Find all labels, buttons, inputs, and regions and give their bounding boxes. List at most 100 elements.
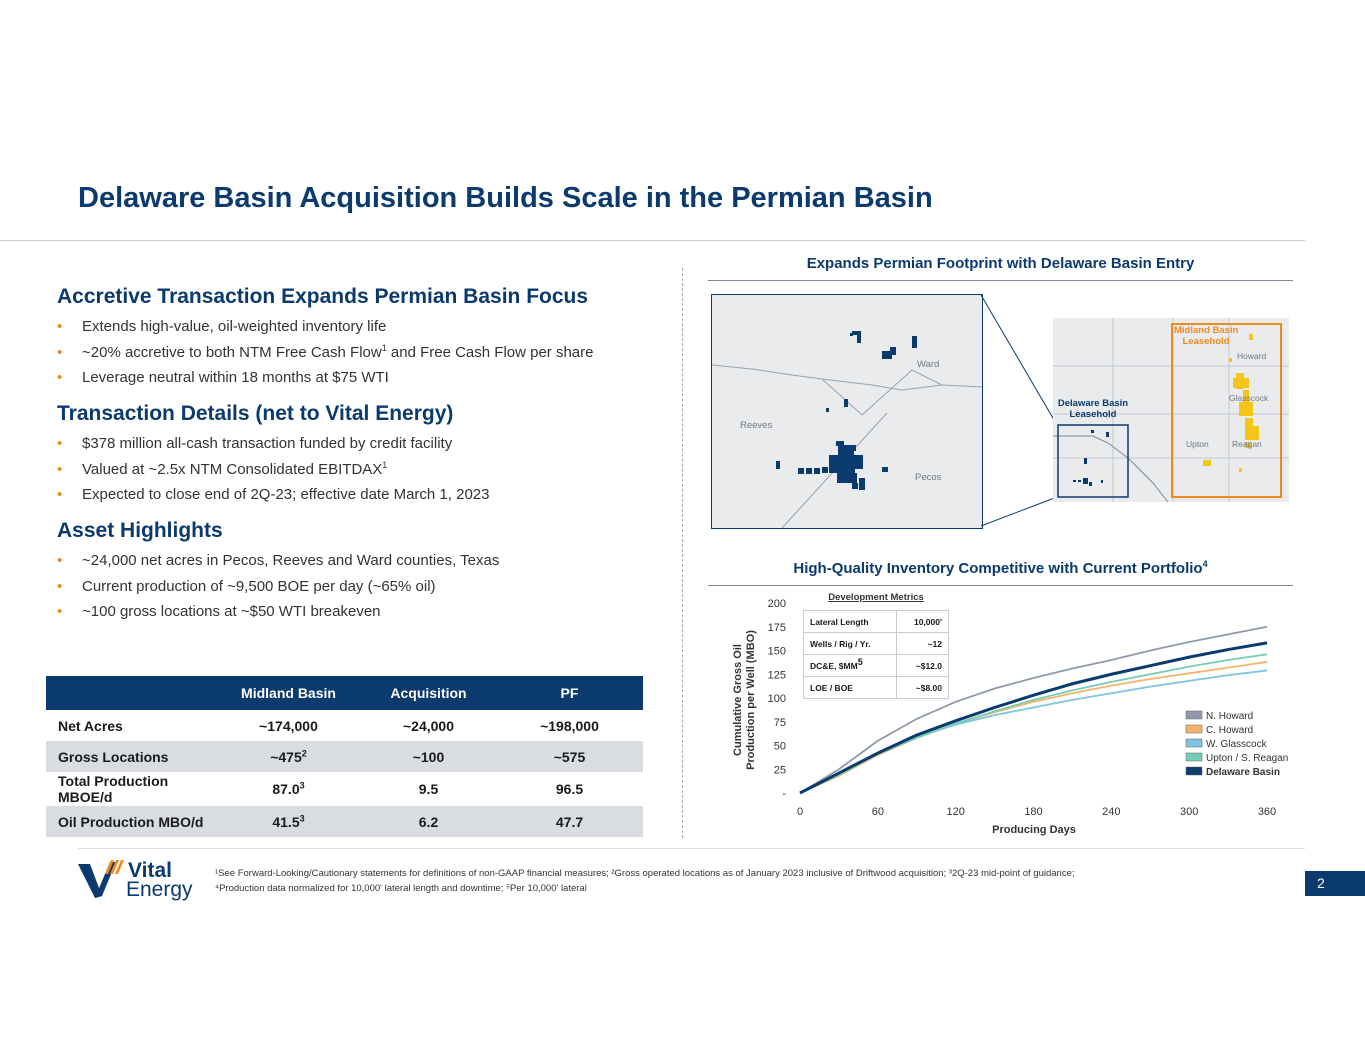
- row-label: Oil Production MBO/d: [46, 806, 216, 837]
- bullet-list: Extends high-value, oil-weighted invento…: [57, 314, 593, 391]
- table-header-row: Midland Basin Acquisition PF: [46, 676, 643, 710]
- footnotes: ¹See Forward-Looking/Cautionary statemen…: [215, 866, 1275, 896]
- chart-x-tick-label: 60: [872, 806, 884, 818]
- footer-divider: [78, 848, 1305, 849]
- metric-value: 10,000': [896, 610, 949, 633]
- metric-label: Wells / Rig / Yr.: [802, 632, 898, 655]
- column-divider: [682, 268, 683, 838]
- midland-acreage: [1203, 334, 1259, 472]
- bullet-item: Leverage neutral within 18 months at $75…: [57, 365, 593, 391]
- overview-map-svg: [1053, 318, 1289, 503]
- section-accretive: Accretive Transaction Expands Permian Ba…: [57, 285, 593, 391]
- delaware-leasehold-box: [1057, 424, 1129, 498]
- map-panel-title: Expands Permian Footprint with Delaware …: [806, 255, 1195, 272]
- dev-metrics-table: Lateral Length 10,000' Wells / Rig / Yr. ~…: [802, 610, 949, 699]
- midland-value: ~174,000: [259, 717, 318, 734]
- chart-series-line: [799, 641, 1268, 795]
- metric-value: ~$8.00: [896, 676, 949, 699]
- metric-label: Lateral Length: [802, 610, 898, 633]
- logo-word-vital: Vital: [128, 859, 172, 882]
- map-panel-rule: [708, 280, 1293, 281]
- page-title: Delaware Basin Acquisition Builds Scale …: [78, 182, 933, 214]
- pf-value: ~198,000: [540, 717, 599, 734]
- bullet-item: Current production of ~9,500 BOE per day…: [57, 574, 499, 600]
- delaware-leasehold-label: Delaware Basin Leasehold: [1057, 398, 1129, 420]
- table-row: DC&E, $MM5 ~$12.0: [802, 654, 949, 677]
- delaware-detail-map: Ward Reeves Pecos: [711, 294, 983, 529]
- table-row: LOE / BOE ~$8.00: [802, 676, 949, 699]
- legend-swatch: [1185, 710, 1203, 720]
- legend-swatch: [1185, 766, 1203, 776]
- midland-value: 41.53: [216, 806, 361, 837]
- map-label-reeves: Reeves: [740, 420, 772, 431]
- map-label-ward: Ward: [917, 359, 939, 370]
- footnote-marker: 1: [381, 342, 387, 353]
- section-heading: Accretive Transaction Expands Permian Ba…: [57, 285, 589, 308]
- detail-map-svg: Ward Reeves Pecos: [712, 331, 982, 528]
- metric-label: DC&E, $MM5: [802, 654, 898, 677]
- bullet-item: ~100 gross locations at ~$50 WTI breakev…: [57, 599, 499, 625]
- chart-y-tick-label: 125: [768, 669, 786, 681]
- chart-panel-rule: [708, 585, 1293, 586]
- bullet-text: ~20% accretive to both NTM Free Cash Flo…: [82, 343, 382, 361]
- cumulative-production-chart: - 25 50 75 100 125 150 175 200 0 60 120 180 240 300 36…: [732, 598, 1288, 836]
- table-header-cell: [46, 676, 216, 710]
- table-row: Lateral Length 10,000': [802, 610, 949, 633]
- bullet-item: Expected to close end of 2Q-23; effectiv…: [57, 482, 489, 508]
- map-label-glasscock: Glasscock: [1229, 393, 1269, 403]
- table-header-cell: Acquisition: [361, 676, 496, 710]
- chart-y-tick-label: 50: [774, 741, 786, 753]
- bullet-text: Valued at ~2.5x NTM Consolidated EBITDAX: [82, 460, 383, 478]
- chart-x-tick-label: 120: [946, 806, 964, 818]
- metric-label: LOE / BOE: [802, 676, 898, 699]
- chart-series-line: [799, 625, 1268, 794]
- zoom-connector: [980, 294, 1058, 527]
- acquisition-value: ~100: [361, 741, 496, 772]
- bullet-item: Extends high-value, oil-weighted invento…: [57, 314, 593, 340]
- metric-value: ~12: [896, 632, 949, 655]
- chart-y-label-line2: Production per Well (MBO): [745, 630, 757, 770]
- state-border: [1053, 435, 1169, 503]
- pf-value: 96.5: [555, 781, 584, 797]
- chart-y-tick-label: 175: [768, 622, 786, 634]
- row-label: Net Acres: [58, 717, 123, 734]
- chart-y-tick-label: 25: [774, 764, 786, 776]
- bullet-item: ~20% accretive to both NTM Free Cash Flo…: [57, 340, 593, 366]
- chart-x-tick-label: 360: [1258, 806, 1276, 818]
- chart-y-axis-label: Cumulative Gross Oil Production per Well…: [732, 630, 757, 770]
- table-row: Wells / Rig / Yr. ~12: [802, 632, 949, 655]
- midland-leasehold-label: Midland Basin Leasehold: [1174, 325, 1239, 347]
- bullet-list: $378 million all-cash transaction funded…: [57, 431, 489, 508]
- bullet-text: and Free Cash Flow per share: [386, 343, 594, 361]
- legend-swatch: [1185, 738, 1203, 748]
- chart-y-label-line1: Cumulative Gross Oil: [732, 644, 744, 756]
- legend-label: C. Howard: [1206, 725, 1253, 736]
- footnote-line: ⁴Production data normalized for 10,000' …: [215, 883, 587, 894]
- logo-mark-icon: [78, 860, 124, 898]
- table-row: Total Production MBOE/d 87.03 9.5 96.5: [46, 772, 643, 806]
- legend-label: W. Glasscock: [1206, 739, 1268, 750]
- midland-leasehold-box: [1171, 323, 1282, 498]
- midland-value: 87.03: [272, 780, 305, 797]
- pf-value: 47.7: [496, 806, 643, 837]
- delaware-acreage: [776, 331, 917, 490]
- acquisition-value: 9.5: [418, 781, 439, 797]
- bullet-item: ~24,000 net acres in Pecos, Reeves and W…: [57, 548, 499, 574]
- legend-label: Upton / S. Reagan: [1206, 753, 1288, 764]
- bullet-item: $378 million all-cash transaction funded…: [57, 431, 489, 457]
- chart-y-tick-label: 200: [768, 598, 786, 610]
- map-label-upton: Upton: [1186, 439, 1209, 449]
- legend-swatch: [1185, 752, 1203, 762]
- section-asset-highlights: Asset Highlights ~24,000 net acres in Pe…: [57, 519, 499, 625]
- map-label-pecos: Pecos: [915, 472, 942, 483]
- midland-value: ~4752: [216, 741, 361, 772]
- vital-energy-logo: Vital Energy: [78, 858, 203, 901]
- delaware-acreage-mini: [1073, 430, 1109, 486]
- section-transaction-details: Transaction Details (net to Vital Energy…: [57, 402, 489, 508]
- table-header-cell: PF: [496, 676, 643, 710]
- chart-y-tick-label: 75: [774, 717, 786, 729]
- row-label: Total Production MBOE/d: [58, 773, 169, 805]
- footnote-marker: 1: [382, 459, 388, 470]
- legend-label: Delaware Basin: [1206, 767, 1280, 778]
- county-border: [821, 369, 943, 416]
